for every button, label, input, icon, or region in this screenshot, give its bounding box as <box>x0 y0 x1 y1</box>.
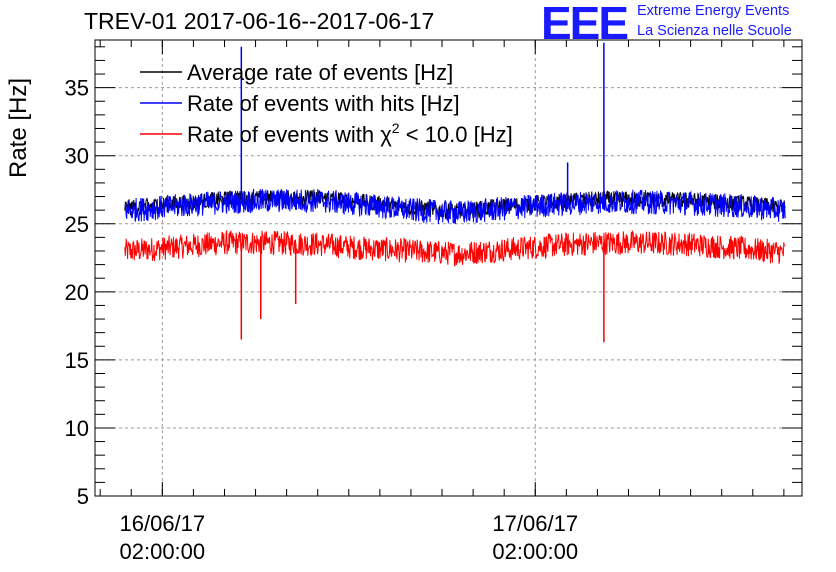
x-tick-label-time: 02:00:00 <box>120 539 206 564</box>
y-axis-label: Rate [Hz] <box>5 78 32 178</box>
series-group <box>124 42 786 343</box>
y-tick-label: 25 <box>65 212 89 237</box>
y-tick-label: 35 <box>65 76 89 101</box>
axes-group: 5 10 15 20 25 30 35 16/06/17 02:00:00 17/06/17 02:… <box>65 40 802 564</box>
y-tick-label: 30 <box>65 144 89 169</box>
y-tick-label: 15 <box>65 348 89 373</box>
y-tick-label: 20 <box>65 280 89 305</box>
legend: Average rate of events [Hz] Rate of event… <box>140 60 513 147</box>
y-tick-label: 5 <box>77 484 89 509</box>
legend-label-3: Rate of events with χ2 < 10.0 [Hz] <box>187 120 513 147</box>
series-line-3 <box>124 229 786 267</box>
x-tick-label-date: 16/06/17 <box>120 511 206 536</box>
legend-label-1: Average rate of events [Hz] <box>187 60 453 85</box>
chart-title: TREV-01 2017-06-16--2017-06-17 <box>84 8 435 34</box>
plot-frame <box>94 39 803 497</box>
eee-logo: EEE <box>541 0 629 49</box>
y-tick-label: 10 <box>65 416 89 441</box>
org-name-line1: Extreme Energy Events <box>637 3 790 19</box>
series-line-2 <box>124 188 786 224</box>
x-tick-label-time: 02:00:00 <box>492 539 578 564</box>
org-name-line2: La Scienza nelle Scuole <box>637 23 792 39</box>
legend-label-2: Rate of events with hits [Hz] <box>187 91 460 116</box>
x-tick-label-date: 17/06/17 <box>492 511 578 536</box>
